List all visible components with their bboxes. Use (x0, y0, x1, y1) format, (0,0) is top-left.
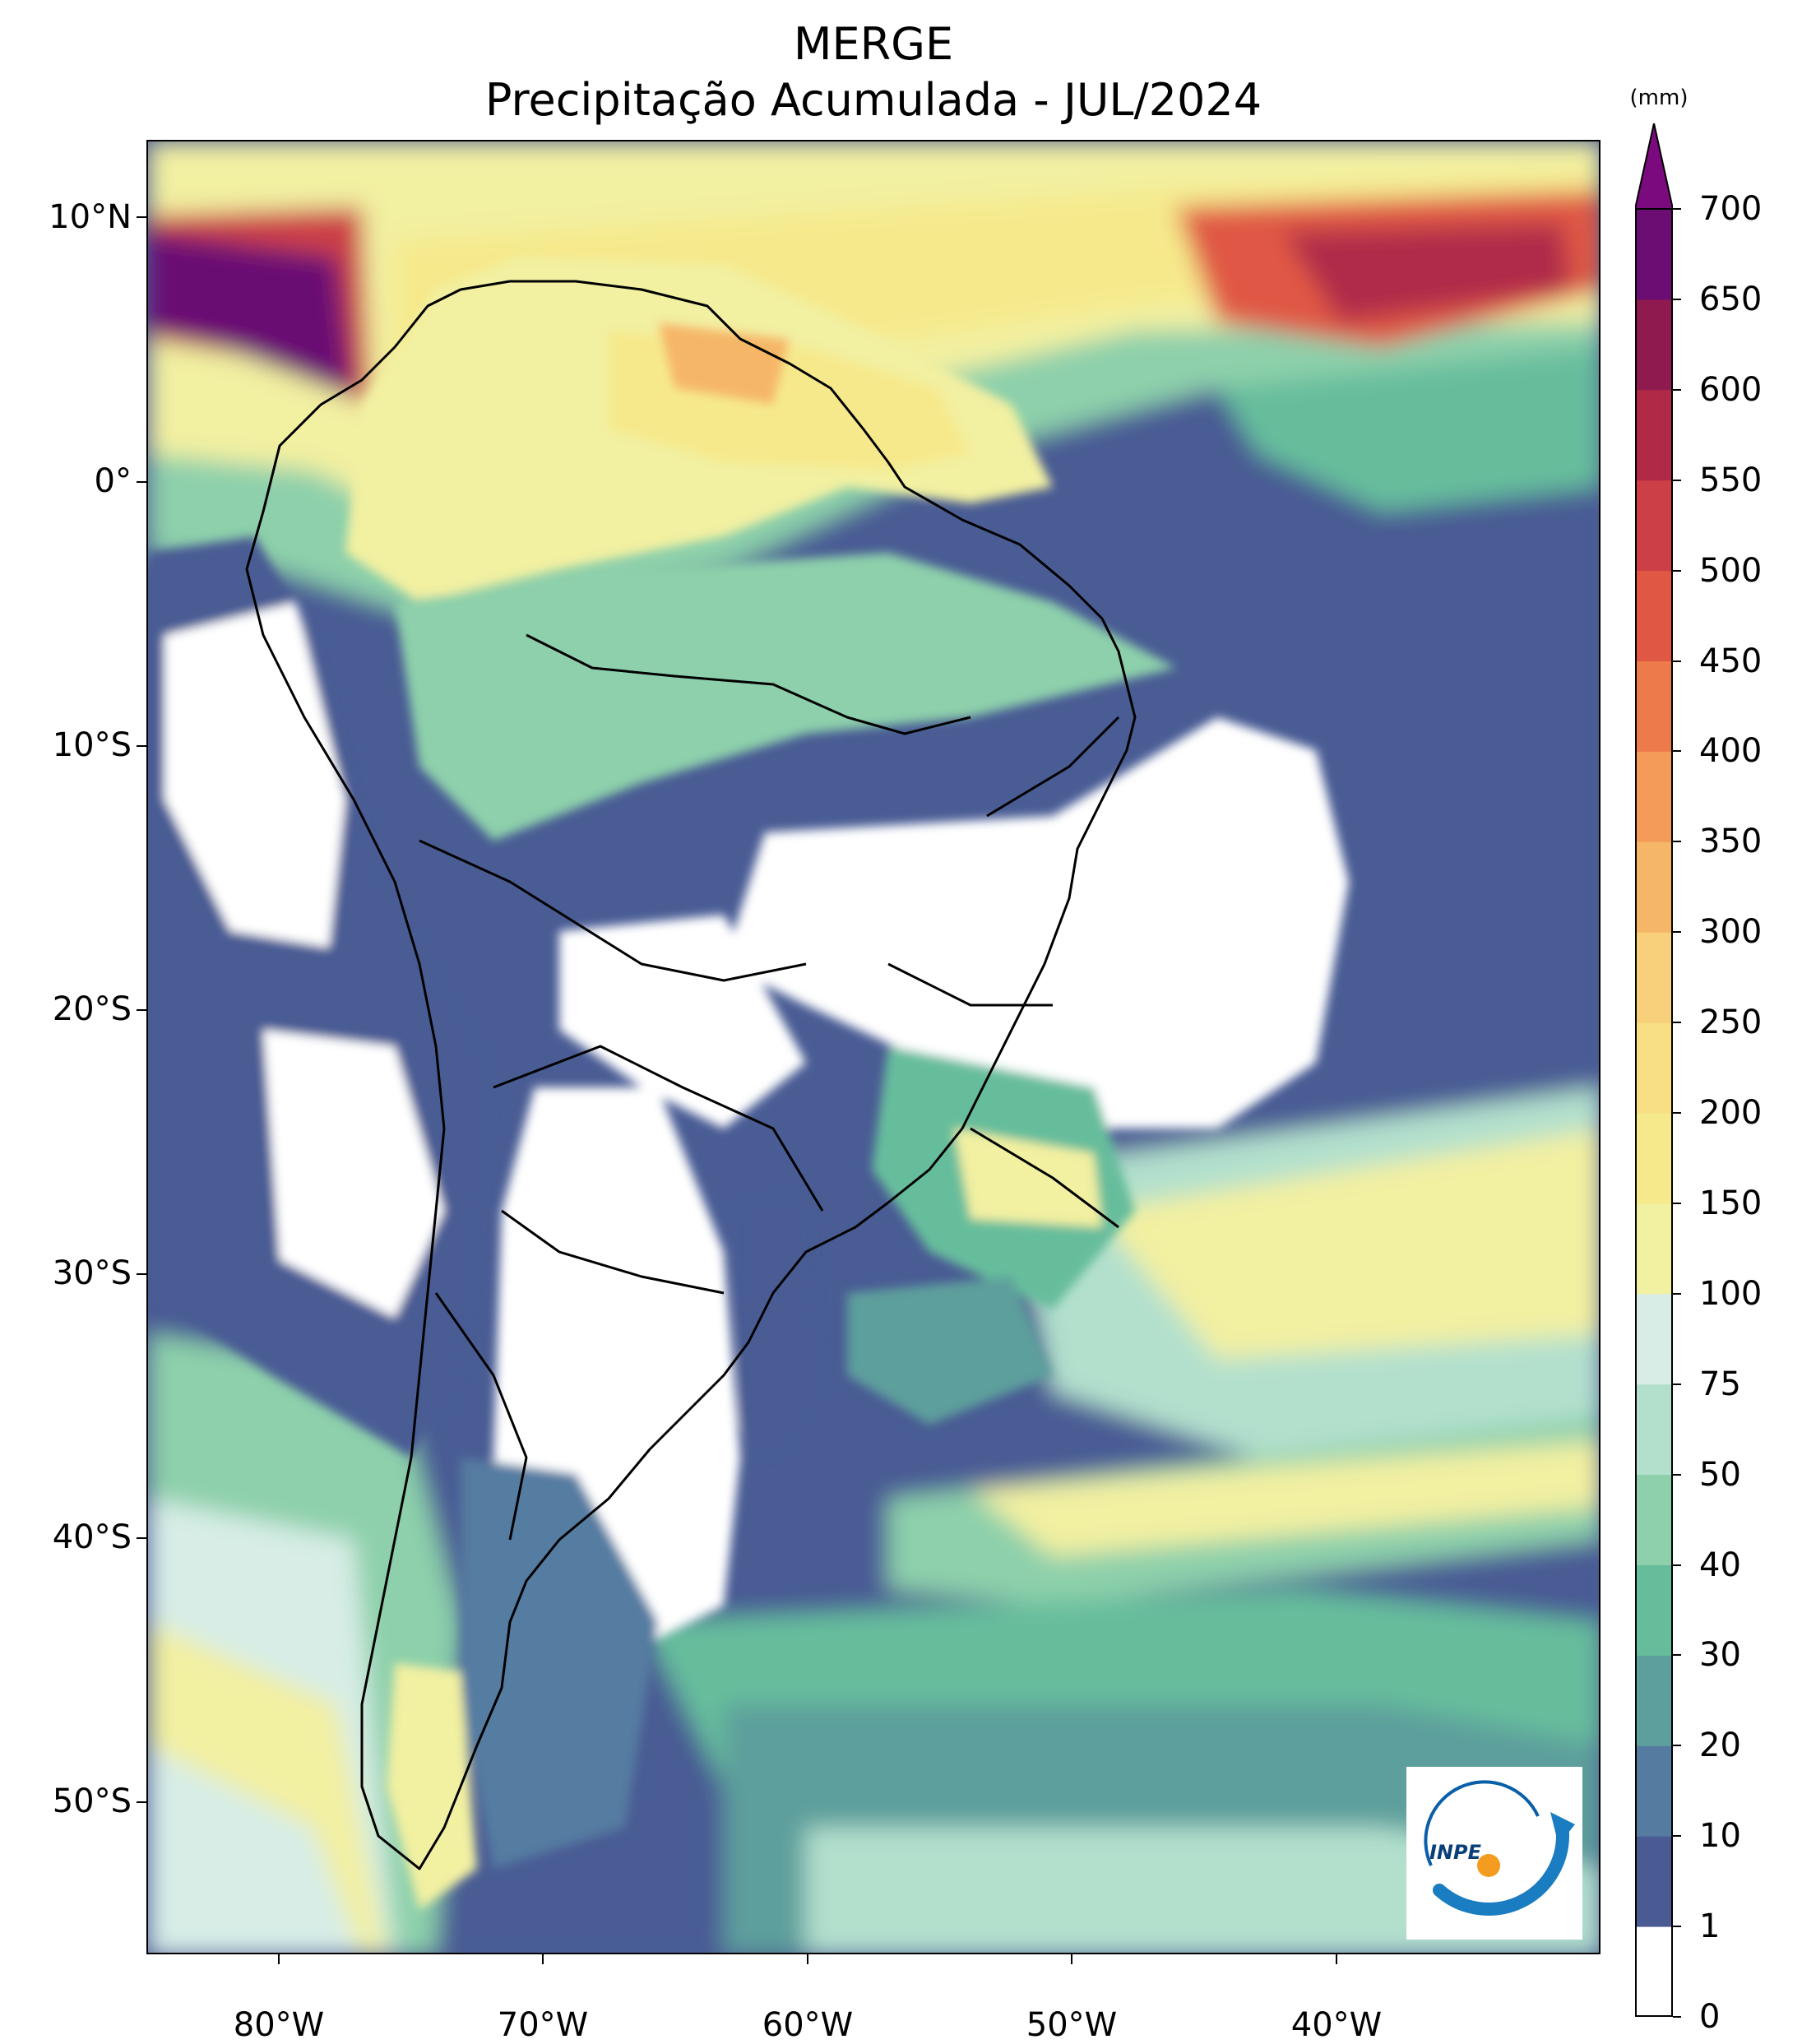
colorbar-bin (1635, 1203, 1673, 1295)
colorbar-bin (1635, 841, 1673, 933)
colorbar-bin (1635, 1564, 1673, 1656)
lon-label-80w: 80°W (233, 2006, 325, 2044)
colorbar (1635, 123, 1673, 2017)
colorbar-tick-label: 0 (1699, 1998, 1721, 2036)
colorbar-tick-label: 450 (1699, 642, 1763, 680)
lat-label-30s: 30°S (52, 1254, 132, 1292)
colorbar-tick-label: 10 (1699, 1817, 1741, 1856)
precipitation-map (146, 140, 1600, 1954)
map-title: MERGE (793, 18, 954, 70)
map-subtitle: Precipitação Acumulada - JUL/2024 (484, 74, 1262, 126)
colorbar-tick-label: 500 (1699, 551, 1763, 590)
colorbar-tick-label: 40 (1699, 1546, 1741, 1584)
lat-label-0: 0° (94, 462, 132, 500)
colorbar-tick-label: 20 (1699, 1727, 1741, 1765)
colorbar-bin (1635, 1926, 1673, 2017)
colorbar-bin (1635, 1655, 1673, 1746)
colorbar-bin (1635, 299, 1673, 391)
lon-label-50w: 50°W (1026, 2006, 1118, 2044)
colorbar-bin (1635, 1745, 1673, 1837)
colorbar-tick-label: 100 (1699, 1274, 1763, 1313)
colorbar-bin (1635, 480, 1673, 572)
colorbar-bin (1635, 570, 1673, 661)
colorbar-tick-label: 150 (1699, 1184, 1763, 1222)
precipitation-field (148, 141, 1599, 1953)
svg-text:INPE: INPE (1429, 1841, 1482, 1864)
colorbar-tick-label: 30 (1699, 1636, 1741, 1675)
country-borders (245, 280, 1137, 1870)
colorbar-tick-label: 300 (1699, 913, 1763, 952)
colorbar-bin (1635, 1474, 1673, 1565)
colorbar-tick-label: 550 (1699, 461, 1763, 499)
lon-label-60w: 60°W (762, 2006, 854, 2044)
colorbar-bin (1635, 209, 1673, 300)
colorbar-bin (1635, 1293, 1673, 1385)
lat-label-50s: 50°S (52, 1782, 132, 1820)
colorbar-tick-label: 1 (1699, 1907, 1721, 1946)
colorbar-tick-label: 350 (1699, 823, 1763, 861)
colorbar-unit: (mm) (1629, 86, 1689, 110)
colorbar-tick-label: 75 (1699, 1365, 1741, 1403)
lat-label-20s: 20°S (52, 990, 132, 1028)
lon-label-70w: 70°W (497, 2006, 589, 2044)
colorbar-tick-label: 50 (1699, 1455, 1741, 1494)
colorbar-tick-label: 250 (1699, 1003, 1763, 1042)
colorbar-bin (1635, 1022, 1673, 1114)
colorbar-tick-label: 400 (1699, 732, 1763, 771)
lat-label-10s: 10°S (52, 726, 132, 764)
colorbar-bin (1635, 660, 1673, 752)
colorbar-bin (1635, 1384, 1673, 1476)
lat-label-40s: 40°S (52, 1518, 132, 1556)
colorbar-tick-label: 200 (1699, 1094, 1763, 1132)
inpe-logo: INPE (1406, 1767, 1582, 1940)
colorbar-bin (1635, 1113, 1673, 1204)
lat-label-10n: 10°N (49, 198, 132, 236)
colorbar-bin (1635, 1836, 1673, 1927)
colorbar-tick-label: 700 (1699, 190, 1763, 228)
colorbar-bin (1635, 932, 1673, 1023)
colorbar-tick-label: 650 (1699, 280, 1763, 318)
colorbar-bin (1635, 389, 1673, 481)
colorbar-tick-label: 600 (1699, 370, 1763, 409)
lon-label-40w: 40°W (1290, 2006, 1383, 2044)
colorbar-bin (1635, 751, 1673, 842)
colorbar-extend-arrow (1635, 123, 1673, 210)
land-precip-fields (148, 257, 1349, 1910)
